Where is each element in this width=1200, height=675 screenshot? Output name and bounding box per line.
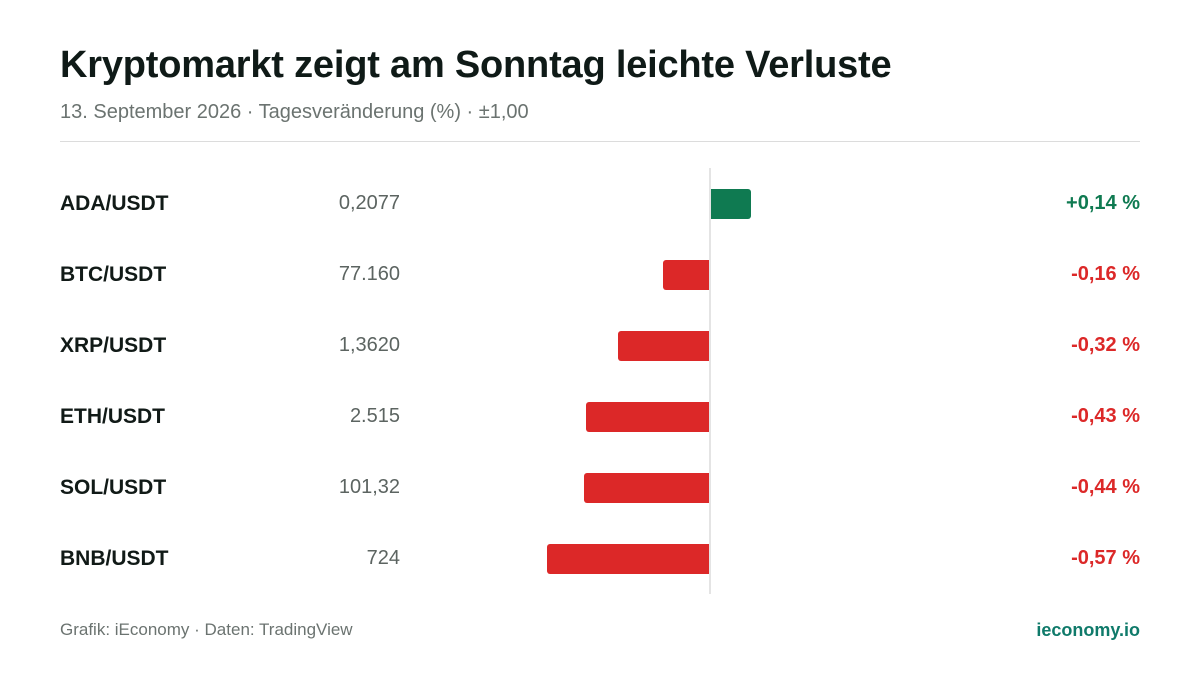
price-value: 2.515	[349, 405, 400, 427]
pair-label: BTC/USDT	[60, 263, 167, 286]
chart-row: BNB/USDT 724 -0,57 %	[0, 539, 1200, 579]
change-label: -0,16 %	[1071, 263, 1140, 285]
chart-title: Kryptomarkt zeigt am Sonntag leichte Ver…	[60, 44, 892, 86]
change-label: +0,14 %	[1066, 192, 1140, 214]
price-value: 0,2077	[338, 192, 400, 214]
change-bar	[617, 331, 709, 361]
price-value: 77.160	[338, 263, 400, 285]
chart-row: ADA/USDT 0,2077 +0,14 %	[0, 184, 1200, 224]
change-label: -0,57 %	[1071, 547, 1140, 569]
change-label: -0,43 %	[1071, 405, 1140, 427]
price-value: 101,32	[338, 476, 400, 498]
brand-link[interactable]: ieconomy.io	[1036, 620, 1140, 640]
pair-label: ADA/USDT	[60, 192, 169, 215]
header-divider	[60, 141, 1140, 142]
change-bar	[546, 544, 709, 574]
pair-label: BNB/USDT	[60, 547, 169, 570]
change-label: -0,44 %	[1071, 476, 1140, 498]
price-value: 724	[366, 547, 400, 569]
pair-label: XRP/USDT	[60, 334, 167, 357]
change-bar	[586, 402, 709, 432]
zero-line	[709, 168, 711, 594]
chart-row: XRP/USDT 1,3620 -0,32 %	[0, 326, 1200, 366]
change-bar	[711, 189, 751, 219]
source-credit: Grafik: iEconomy · Daten: TradingView	[60, 620, 353, 639]
pair-label: SOL/USDT	[60, 476, 167, 499]
chart-row: BTC/USDT 77.160 -0,16 %	[0, 255, 1200, 295]
chart-row: SOL/USDT 101,32 -0,44 %	[0, 468, 1200, 508]
chart-row: ETH/USDT 2.515 -0,43 %	[0, 397, 1200, 437]
pair-label: ETH/USDT	[60, 405, 165, 428]
change-bar	[663, 260, 709, 290]
change-bar	[583, 473, 709, 503]
price-value: 1,3620	[338, 334, 400, 356]
change-label: -0,32 %	[1071, 334, 1140, 356]
chart-subtitle: 13. September 2026 · Tagesveränderung (%…	[60, 101, 529, 123]
